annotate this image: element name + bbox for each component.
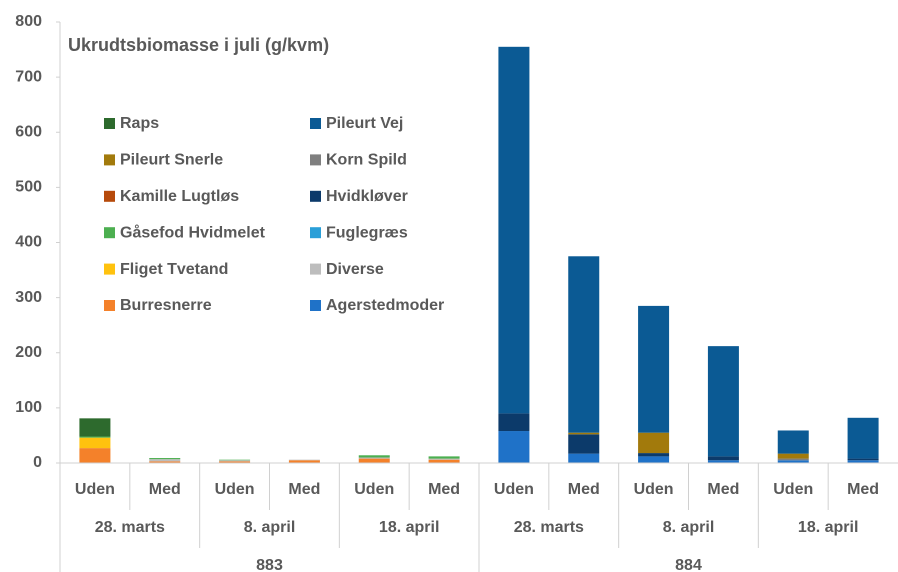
legend-swatch [310, 300, 321, 311]
legend-swatch [104, 190, 115, 202]
bar-segment [428, 459, 460, 463]
legend-swatch [104, 300, 115, 311]
bar-segment [288, 460, 320, 463]
bar-segment [498, 46, 530, 414]
x-tick-label: Med [428, 481, 460, 498]
y-tick-label: 800 [15, 13, 42, 30]
bar-segment [707, 460, 739, 463]
x-tick-label: Med [568, 481, 600, 498]
x-tick-label: Uden [215, 481, 255, 498]
legend-swatch [104, 154, 115, 166]
bar-segment [777, 453, 809, 459]
legend-label: Diverse [326, 261, 384, 278]
y-tick-label: 500 [15, 179, 42, 196]
x-tick-label: Med [149, 481, 181, 498]
bar-segment [777, 430, 809, 454]
x-tick-label: Uden [354, 481, 394, 498]
x-tick-label: Uden [494, 481, 534, 498]
x-tick-label: Med [707, 481, 739, 498]
bar-segment [847, 458, 879, 461]
legend-swatch [104, 227, 115, 239]
bar-segment [79, 448, 111, 463]
bar-segment [568, 434, 600, 454]
bar-segment [638, 305, 670, 433]
bar-segment [79, 418, 111, 437]
bar-segment [777, 460, 809, 463]
bar-segment [707, 456, 739, 461]
bar-segment [428, 456, 460, 459]
bar-segment [568, 432, 600, 435]
y-tick-label: 700 [15, 68, 42, 85]
legend-label: Burresnerre [120, 297, 212, 314]
bar-segment [149, 461, 181, 463]
legend-label: Raps [120, 115, 159, 132]
y-tick-label: 200 [15, 344, 42, 361]
legend-label: Gåsefod Hvidmelet [120, 223, 266, 241]
bar-segment [79, 436, 111, 438]
legend-swatch [310, 263, 321, 275]
x-tick-label: Med [847, 481, 879, 498]
legend-swatch [310, 118, 321, 129]
bar-segment [79, 437, 111, 449]
legend-label: Fuglegræs [326, 224, 408, 241]
bar-segment [288, 459, 320, 461]
group-label: 28. marts [95, 519, 165, 536]
bar-segment [498, 413, 530, 432]
legend-label: Korn Spild [326, 152, 407, 169]
group-label: 18. april [798, 519, 858, 536]
y-tick-label: 300 [15, 289, 42, 306]
bar-segment [358, 455, 390, 458]
supergroup-label: 884 [675, 557, 702, 572]
bar-segment [358, 458, 390, 463]
bar-segment [638, 456, 670, 463]
supergroup-label: 883 [256, 557, 283, 572]
group-label: 8. april [663, 519, 715, 536]
bar-segment [638, 432, 670, 454]
y-tick-label: 100 [15, 399, 42, 416]
group-label: 28. marts [514, 519, 584, 536]
bar-segment [149, 458, 181, 460]
bar-segment [707, 346, 739, 457]
y-tick-label: 600 [15, 123, 42, 140]
x-tick-label: Uden [773, 481, 813, 498]
bar-segment [568, 256, 600, 433]
legend-label: Agerstedmoder [326, 297, 444, 314]
bar-segment [219, 461, 251, 463]
y-tick-label: 0 [33, 454, 42, 471]
chart-title: Ukrudtsbiomasse i juli (g/kvm) [68, 35, 329, 55]
legend-swatch [310, 154, 321, 166]
x-tick-label: Uden [634, 481, 674, 498]
bar-segment [498, 431, 530, 463]
legend-swatch [104, 263, 115, 275]
legend-label: Hvidkløver [326, 188, 408, 205]
legend-swatch [104, 118, 115, 129]
x-tick-label: Uden [75, 481, 115, 498]
legend-label: Fliget Tvetand [120, 261, 228, 278]
bar-segment [847, 417, 879, 459]
x-tick-label: Med [288, 481, 320, 498]
legend-label: Kamille Lugtløs [120, 188, 239, 205]
bar-segment [219, 460, 251, 462]
legend-label: Pileurt Snerle [120, 152, 223, 169]
bar-segment [428, 458, 460, 460]
legend-swatch [310, 227, 321, 239]
legend-label: Pileurt Vej [326, 115, 403, 132]
group-label: 8. april [244, 519, 296, 536]
bar-segment [847, 460, 879, 463]
bar-segment [149, 459, 181, 462]
y-tick-label: 400 [15, 234, 42, 251]
legend-swatch [310, 190, 321, 202]
bar-segment [358, 457, 390, 459]
bar-segment [219, 459, 251, 461]
bar-segment [777, 458, 809, 461]
group-label: 18. april [379, 519, 439, 536]
bar-segment [568, 453, 600, 463]
bar-segment [638, 453, 670, 457]
